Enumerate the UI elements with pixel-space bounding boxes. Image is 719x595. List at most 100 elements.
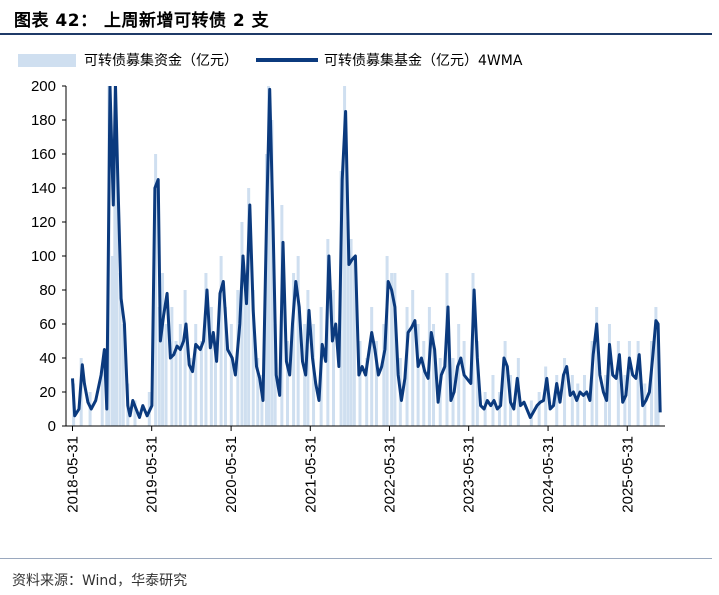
title-rule <box>0 33 712 35</box>
weekly-bar <box>331 290 335 426</box>
chart-title: 图表 42： 上周新增可转债 2 支 <box>14 11 270 31</box>
legend-item-weekly: 可转债募集资金（亿元） <box>18 50 238 70</box>
weekly-bar <box>411 290 415 426</box>
weekly-bar <box>118 273 122 426</box>
weekly-bar <box>229 324 233 426</box>
weekly-bar <box>188 358 192 426</box>
x-tick-label: 2025-05-31 <box>619 436 636 513</box>
y-tick-label: 120 <box>31 214 56 231</box>
weekly-bar <box>223 307 227 426</box>
weekly-bar <box>576 383 580 426</box>
weekly-bar <box>570 375 574 426</box>
y-tick-label: 20 <box>39 384 56 401</box>
legend-swatch-4wma <box>256 58 318 62</box>
weekly-bar <box>607 324 611 426</box>
source-note: 资料来源：Wind，华泰研究 <box>12 573 188 589</box>
y-tick-label: 200 <box>31 78 56 95</box>
weekly-bar <box>497 392 501 426</box>
weekly-bar <box>113 86 117 426</box>
weekly-bar <box>154 154 158 426</box>
weekly-bar <box>544 366 548 426</box>
weekly-bar <box>346 222 350 426</box>
weekly-bar <box>595 307 599 426</box>
weekly-bar <box>133 400 137 426</box>
weekly-bar <box>358 341 362 426</box>
x-tick-label: 2018-05-31 <box>65 436 82 513</box>
weekly-bar <box>374 341 378 426</box>
weekly-bar <box>161 273 165 426</box>
weekly-bar <box>115 120 119 426</box>
weekly-bar <box>462 341 466 426</box>
weekly-bar <box>296 256 300 426</box>
weekly-bar <box>349 239 353 426</box>
weekly-bar <box>627 341 631 426</box>
weekly-bar <box>555 375 559 426</box>
weekly-bar <box>157 307 161 426</box>
y-tick-label: 60 <box>39 316 56 333</box>
source-rule <box>0 558 712 559</box>
legend-label-4wma: 可转债募集基金（亿元）4WMA <box>324 53 523 69</box>
weekly-bar <box>616 341 620 426</box>
x-tick-label: 2023-05-31 <box>461 436 478 513</box>
weekly-bar <box>343 86 347 426</box>
weekly-bar <box>422 341 426 426</box>
legend: 可转债募集资金（亿元） 可转债募集基金（亿元）4WMA <box>18 50 540 70</box>
series-line-4wma <box>71 86 662 419</box>
weekly-bar <box>240 222 244 426</box>
legend-label-weekly: 可转债募集资金（亿元） <box>84 53 238 69</box>
weekly-bar <box>365 358 369 426</box>
legend-item-4wma: 可转债募集基金（亿元）4WMA <box>256 50 522 70</box>
weekly-bar <box>110 256 114 426</box>
weekly-bar <box>654 307 658 426</box>
x-tick-label: 2020-05-31 <box>223 436 240 513</box>
weekly-bar <box>199 341 203 426</box>
x-tick-label: 2022-05-31 <box>381 436 398 513</box>
x-tick-label: 2021-05-31 <box>302 436 319 513</box>
weekly-bar <box>121 324 125 426</box>
weekly-bar <box>256 358 260 426</box>
weekly-bar <box>243 273 247 426</box>
weekly-bar <box>385 256 389 426</box>
weekly-bar <box>183 290 187 426</box>
weekly-bar <box>247 188 251 426</box>
weekly-bar <box>503 341 507 426</box>
weekly-bar <box>352 256 356 426</box>
weekly-bar <box>292 273 296 426</box>
weekly-bar <box>390 273 394 426</box>
weekly-bar <box>164 324 168 426</box>
weekly-bar <box>170 307 174 426</box>
weekly-bar <box>370 307 374 426</box>
y-tick-label: 180 <box>31 112 56 129</box>
chart-plot: 0 20 40 60 80 100 120 140 160 180 200 2018-05-31 201… <box>31 78 665 513</box>
y-tick-label: 40 <box>39 350 56 367</box>
weekly-bar <box>270 120 274 426</box>
y-tick-label: 80 <box>39 282 56 299</box>
weekly-bar <box>636 341 640 426</box>
y-tick-label: 160 <box>31 146 56 163</box>
weekly-bar <box>209 307 213 426</box>
y-tick-label: 100 <box>31 248 56 265</box>
weekly-bar <box>393 273 397 426</box>
y-tick-label: 0 <box>48 418 56 435</box>
legend-swatch-weekly <box>18 53 76 67</box>
x-tick-label: 2024-05-31 <box>540 436 557 513</box>
weekly-bar <box>416 324 420 426</box>
weekly-bar <box>267 86 271 426</box>
weekly-bar <box>204 273 208 426</box>
weekly-bar <box>219 256 223 426</box>
x-tick-label: 2019-05-31 <box>144 436 161 513</box>
weekly-bar <box>100 366 104 426</box>
weekly-bar <box>457 324 461 426</box>
weekly-bar <box>251 290 255 426</box>
y-tick-label: 140 <box>31 180 56 197</box>
weekly-bar <box>174 341 178 426</box>
weekly-bar <box>432 324 436 426</box>
weekly-bar <box>563 358 567 426</box>
weekly-bar <box>194 324 198 426</box>
weekly-bar <box>537 392 541 426</box>
weekly-bar <box>178 324 182 426</box>
weekly-bar <box>583 375 587 426</box>
weekly-bar <box>382 324 386 426</box>
weekly-bar <box>286 341 290 426</box>
weekly-bar <box>475 341 479 426</box>
